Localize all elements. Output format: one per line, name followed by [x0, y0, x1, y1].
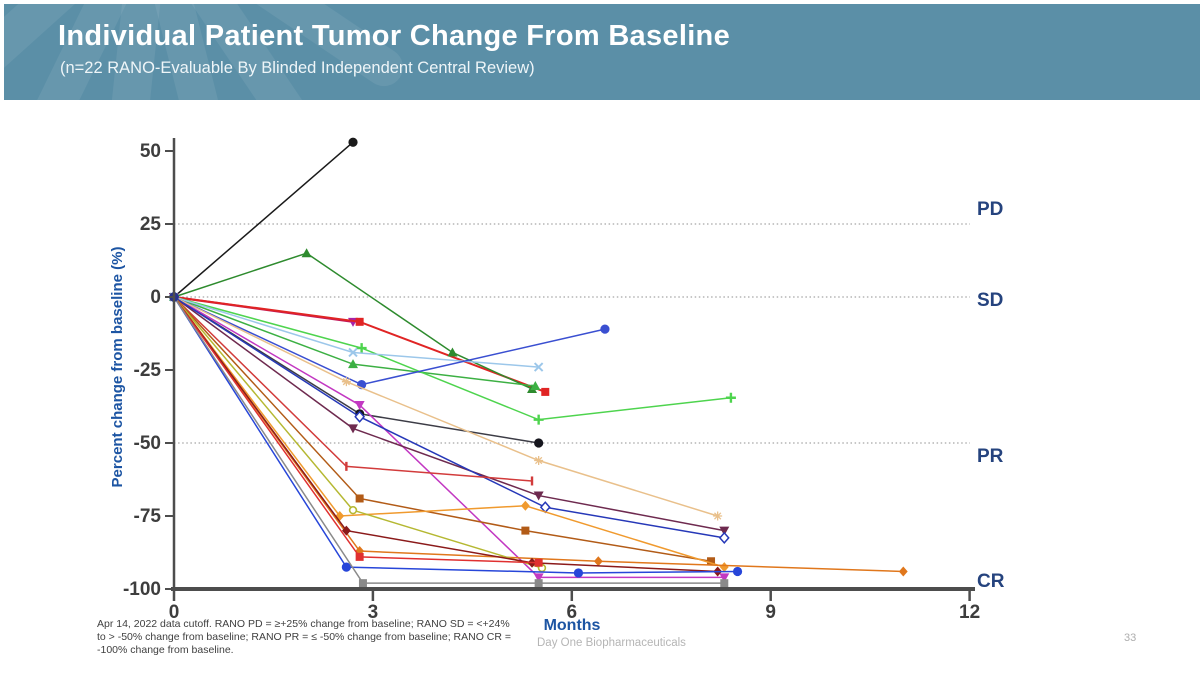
series-patient-22-line	[173, 296, 725, 584]
data-point	[348, 424, 359, 434]
data-point	[354, 401, 365, 411]
data-point	[345, 461, 348, 471]
data-point	[358, 579, 367, 588]
data-point	[348, 347, 358, 358]
series-patient-03-line	[173, 296, 546, 393]
data-point	[533, 491, 544, 501]
data-point	[447, 347, 458, 357]
data-point	[534, 558, 543, 567]
x-tick-label: 3	[368, 602, 379, 623]
footnote-line: to > -50% change from baseline; RANO PR …	[97, 630, 511, 643]
data-point	[534, 456, 544, 466]
data-point	[573, 568, 584, 578]
data-point	[725, 392, 736, 403]
series-patient-11-line	[173, 296, 718, 517]
data-point	[713, 511, 723, 521]
data-point	[898, 566, 908, 577]
data-point	[348, 359, 359, 369]
data-point	[354, 410, 366, 423]
brand-name: Day One Biopharmaceuticals	[537, 637, 686, 649]
header-band	[4, 4, 1200, 100]
x-tick-label: 0	[169, 602, 180, 623]
data-point	[341, 525, 351, 536]
x-axis-title: Months	[544, 617, 601, 634]
data-point	[530, 381, 541, 391]
response-label-pd: PD	[977, 199, 1003, 220]
data-point	[719, 573, 730, 583]
series-patient-01-line	[173, 141, 354, 298]
series-patient-10-line	[173, 296, 725, 579]
data-point	[541, 387, 550, 396]
y-tick-label: 25	[140, 214, 162, 235]
data-point	[521, 526, 530, 535]
series-patient-06-line	[173, 296, 732, 421]
series-patient-19-line	[173, 296, 718, 573]
series-patient-04-line	[173, 252, 533, 390]
y-tick-label: -100	[123, 579, 161, 600]
y-tick-label: -75	[134, 506, 162, 527]
data-point	[520, 500, 530, 511]
y-tick-label: -25	[134, 360, 162, 381]
slide-subtitle: (n=22 RANO-Evaluable By Blinded Independ…	[60, 59, 535, 77]
data-point	[720, 579, 729, 588]
series-patient-21-line	[173, 296, 738, 574]
data-point	[732, 566, 743, 577]
data-point	[335, 511, 345, 521]
data-point	[341, 377, 351, 387]
series-patient-16-line	[173, 296, 725, 568]
data-point	[707, 557, 716, 566]
data-point	[355, 552, 364, 561]
response-label-sd: SD	[977, 290, 1003, 311]
series-patient-13-line	[173, 296, 725, 539]
y-tick-label: 50	[140, 141, 161, 162]
y-tick-label: 0	[150, 287, 161, 308]
data-point	[719, 526, 730, 536]
series-patient-12-line	[173, 296, 725, 532]
data-point	[348, 137, 358, 147]
data-point	[348, 505, 358, 515]
data-point	[355, 317, 364, 326]
page-number: 33	[1124, 632, 1137, 644]
y-tick-label: -50	[134, 433, 161, 454]
data-point	[533, 414, 544, 425]
data-point	[719, 562, 729, 573]
data-point	[600, 324, 610, 334]
data-point	[355, 494, 364, 503]
y-axis-title: Percent change from baseline (%)	[109, 247, 126, 488]
response-label-pr: PR	[977, 446, 1004, 467]
series-patient-15-line	[173, 296, 712, 562]
data-point	[534, 438, 544, 448]
data-point	[533, 573, 544, 583]
x-tick-label: 6	[567, 602, 578, 623]
x-tick-label: 9	[765, 602, 776, 623]
data-point	[718, 531, 730, 545]
response-label-cr: CR	[977, 571, 1005, 592]
x-tick-label: 12	[959, 602, 980, 623]
data-point	[530, 476, 534, 486]
data-point	[533, 362, 544, 372]
data-point	[593, 556, 603, 567]
data-point	[341, 562, 351, 572]
footnote-line: -100% change from baseline.	[97, 643, 234, 656]
footnote: Apr 14, 2022 data cutoff. RANO PD = ≥+25…	[97, 618, 511, 656]
data-point	[301, 248, 312, 258]
slide-title: Individual Patient Tumor Change From Bas…	[58, 20, 731, 52]
data-point	[534, 579, 543, 588]
data-point	[356, 343, 367, 354]
footnote-line: Apr 14, 2022 data cutoff. RANO PD = ≥+25…	[97, 618, 510, 630]
